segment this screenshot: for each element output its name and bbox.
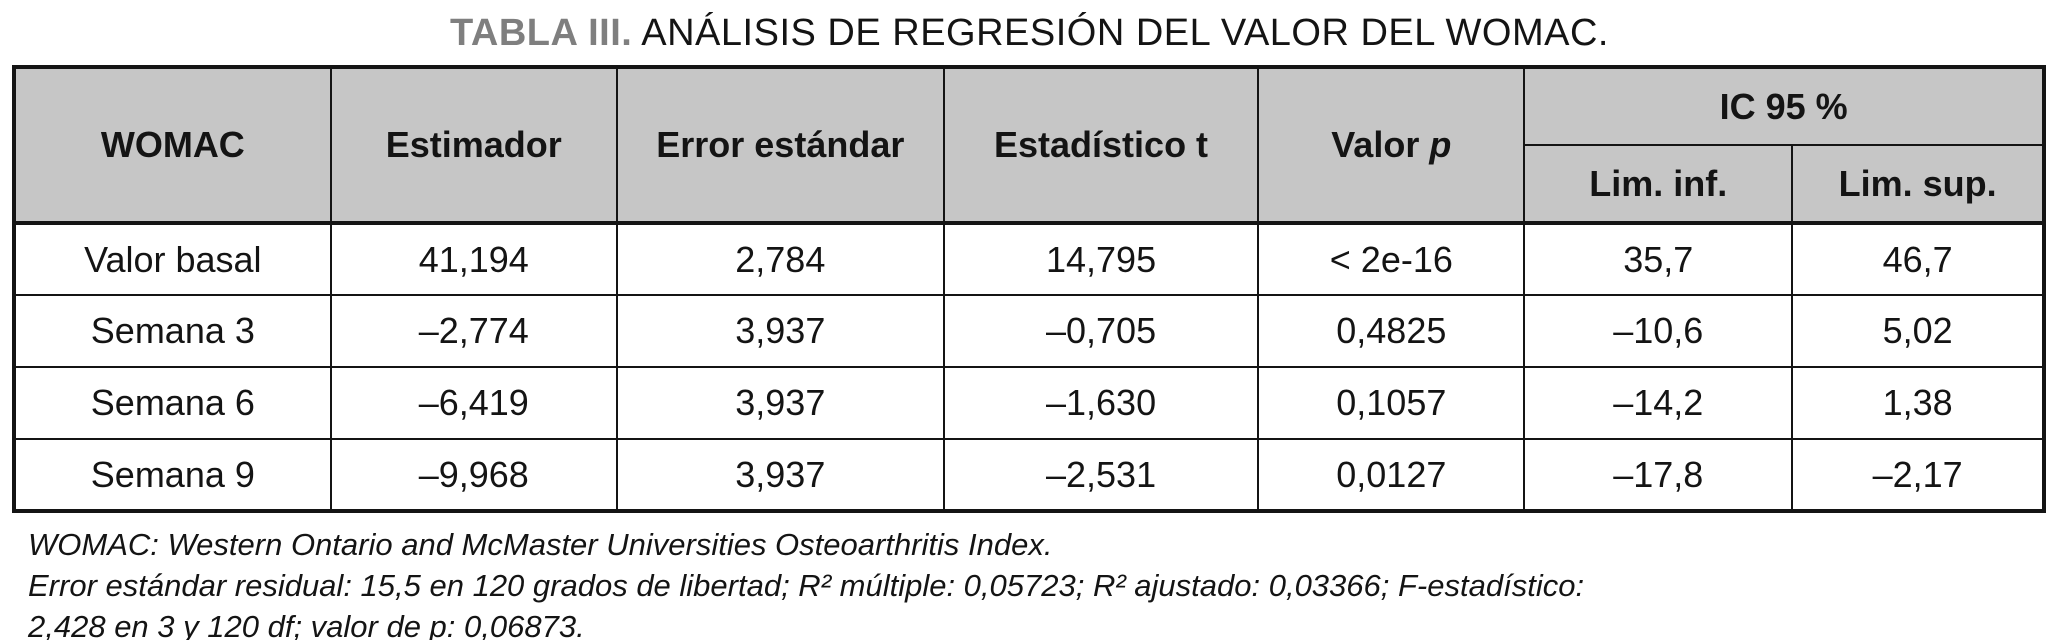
col-header-ic-95: IC 95 %: [1523, 66, 2045, 146]
cell-valor-p: 0,0127: [1257, 438, 1526, 512]
valor-p-prefix: Valor: [1331, 124, 1430, 165]
table-row: Semana 3 –2,774 3,937 –0,705 0,4825 –10,…: [13, 294, 2045, 368]
cell-estimador: –6,419: [329, 366, 618, 440]
cell-lim-inf: 35,7: [1523, 221, 1794, 296]
col-header-womac: WOMAC: [13, 66, 332, 224]
col-header-lim-inf: Lim. inf.: [1523, 144, 1794, 224]
cell-estadistico-t: –0,705: [942, 294, 1260, 368]
table-row: Semana 6 –6,419 3,937 –1,630 0,1057 –14,…: [13, 366, 2045, 440]
table-title: TABLA III. ANÁLISIS DE REGRESIÓN DEL VAL…: [0, 0, 2059, 55]
cell-womac: Semana 9: [13, 438, 332, 512]
footnote-line-3: 2,428 en 3 y 120 df; valor de p: 0,06873…: [28, 608, 585, 640]
col-header-lim-sup: Lim. sup.: [1791, 144, 2045, 224]
cell-lim-inf: –10,6: [1523, 294, 1794, 368]
cell-estimador: –9,968: [329, 438, 618, 512]
cell-estadistico-t: 14,795: [942, 221, 1260, 296]
valor-p-symbol: p: [1429, 124, 1452, 165]
cell-lim-inf: –14,2: [1523, 366, 1794, 440]
cell-lim-inf: –17,8: [1523, 438, 1794, 512]
col-header-estimador: Estimador: [329, 66, 618, 224]
cell-womac: Semana 3: [13, 294, 332, 368]
cell-estadistico-t: –1,630: [942, 366, 1260, 440]
cell-valor-p: < 2e-16: [1257, 221, 1526, 296]
footnotes: WOMAC: Western Ontario and McMaster Univ…: [28, 525, 2059, 640]
table-title-label: TABLA III.: [450, 12, 633, 54]
header-row-top: WOMAC Estimador Error estándar Estadísti…: [13, 66, 2045, 224]
cell-lim-sup: –2,17: [1791, 438, 2045, 512]
cell-estimador: –2,774: [329, 294, 618, 368]
col-header-estadistico-t: Estadístico t: [942, 66, 1260, 224]
footnote-line-1: WOMAC: Western Ontario and McMaster Univ…: [28, 527, 1053, 562]
table-title-text: ANÁLISIS DE REGRESIÓN DEL VALOR DEL WOMA…: [632, 12, 1609, 54]
cell-lim-sup: 1,38: [1791, 366, 2045, 440]
cell-valor-p: 0,4825: [1257, 294, 1526, 368]
cell-lim-sup: 5,02: [1791, 294, 2045, 368]
cell-lim-sup: 46,7: [1791, 221, 2045, 296]
col-header-error-estandar: Error estándar: [615, 66, 945, 224]
cell-estadistico-t: –2,531: [942, 438, 1260, 512]
cell-error-estandar: 2,784: [615, 221, 945, 296]
table-row: Valor basal 41,194 2,784 14,795 < 2e-16 …: [13, 221, 2045, 296]
header-row-sub: Lim. inf. Lim. sup.: [14, 144, 2045, 224]
col-header-valor-p: Valor p: [1257, 66, 1526, 224]
cell-womac: Valor basal: [13, 221, 332, 296]
cell-error-estandar: 3,937: [615, 438, 945, 512]
cell-error-estandar: 3,937: [615, 366, 945, 440]
table-body: Valor basal 41,194 2,784 14,795 < 2e-16 …: [13, 221, 2045, 512]
cell-estimador: 41,194: [329, 221, 618, 296]
cell-error-estandar: 3,937: [615, 294, 945, 368]
cell-womac: Semana 6: [13, 366, 332, 440]
table-header: WOMAC Estimador Error estándar Estadísti…: [13, 66, 2045, 224]
table-row: Semana 9 –9,968 3,937 –2,531 0,0127 –17,…: [13, 438, 2045, 512]
cell-valor-p: 0,1057: [1257, 366, 1526, 440]
footnote-line-2: Error estándar residual: 15,5 en 120 gra…: [28, 567, 1585, 603]
regression-table: WOMAC Estimador Error estándar Estadísti…: [12, 65, 2046, 513]
